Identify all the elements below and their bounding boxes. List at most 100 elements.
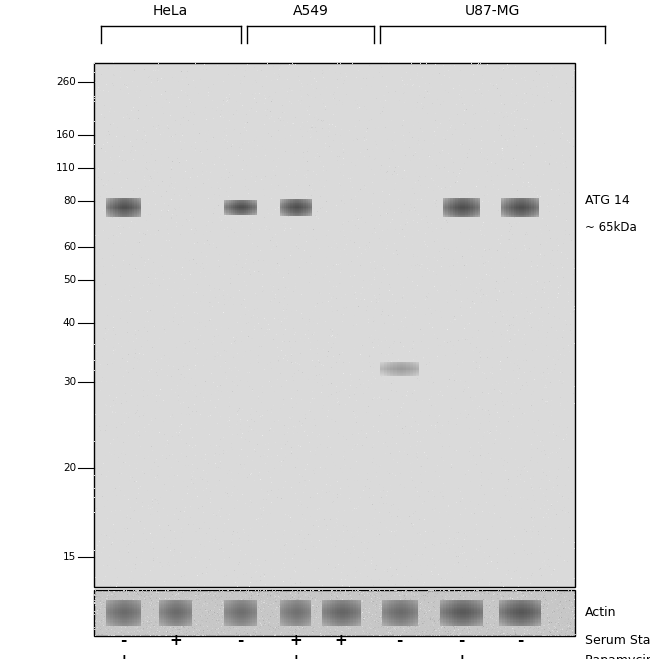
Point xyxy=(476,585,487,595)
Point xyxy=(316,182,326,192)
Point xyxy=(328,603,338,614)
Point xyxy=(93,594,103,604)
Point xyxy=(503,63,514,73)
Point xyxy=(127,558,138,568)
Point xyxy=(542,616,552,626)
Point xyxy=(337,380,347,390)
Point xyxy=(418,390,428,401)
Point xyxy=(148,176,159,186)
Point xyxy=(167,596,177,606)
Point xyxy=(361,300,372,310)
Point xyxy=(386,600,396,610)
Point xyxy=(99,124,109,134)
Point xyxy=(212,588,222,599)
Point xyxy=(359,279,370,290)
Point xyxy=(335,130,346,141)
Point xyxy=(438,592,448,603)
Point xyxy=(211,600,221,610)
Point xyxy=(541,594,551,604)
Point xyxy=(535,435,545,445)
Point xyxy=(96,192,106,202)
Point xyxy=(525,596,535,607)
Point xyxy=(322,590,332,600)
Point xyxy=(423,609,434,619)
Point xyxy=(320,385,331,395)
Point xyxy=(493,477,504,488)
Point xyxy=(566,629,577,639)
Point xyxy=(448,83,459,94)
Point xyxy=(219,126,229,136)
Point xyxy=(121,82,131,92)
Point xyxy=(289,604,299,614)
Point xyxy=(359,623,369,634)
Point xyxy=(132,81,142,92)
Point xyxy=(460,610,471,621)
Point xyxy=(541,560,551,571)
Point xyxy=(407,183,417,194)
Point xyxy=(429,623,439,634)
Point xyxy=(235,123,245,134)
Point xyxy=(483,627,493,637)
Point xyxy=(549,616,559,626)
Point xyxy=(449,311,460,322)
Point xyxy=(239,593,250,604)
Point xyxy=(270,289,281,300)
Point xyxy=(384,556,394,566)
Point xyxy=(399,165,410,176)
Point xyxy=(411,596,421,606)
Point xyxy=(453,483,463,494)
Point xyxy=(446,391,456,402)
Point xyxy=(216,623,227,634)
Point xyxy=(185,627,195,637)
Point xyxy=(134,277,144,287)
Point xyxy=(561,88,571,99)
Point xyxy=(381,596,391,607)
Point xyxy=(293,615,304,625)
Point xyxy=(375,100,385,110)
Point xyxy=(428,616,439,626)
Point xyxy=(157,192,167,202)
Point xyxy=(432,451,442,461)
Point xyxy=(432,610,443,621)
Point xyxy=(451,629,462,640)
Point xyxy=(422,263,432,273)
Point xyxy=(412,71,423,81)
Point xyxy=(181,387,192,397)
Point xyxy=(244,492,255,502)
Point xyxy=(301,590,311,600)
Point xyxy=(526,627,536,637)
Point xyxy=(226,538,237,548)
Point xyxy=(457,620,467,631)
Point xyxy=(225,412,235,422)
Point xyxy=(288,590,298,600)
Point xyxy=(350,588,360,598)
Point xyxy=(449,621,460,631)
Point xyxy=(369,596,380,607)
Point xyxy=(345,596,356,607)
Point xyxy=(296,96,306,106)
Point xyxy=(124,190,135,200)
Point xyxy=(254,72,265,83)
Point xyxy=(383,430,393,441)
Point xyxy=(352,439,363,449)
Point xyxy=(294,111,305,122)
Point xyxy=(111,590,121,600)
Point xyxy=(285,236,296,246)
Point xyxy=(344,629,354,640)
Point xyxy=(341,621,352,631)
Point xyxy=(345,623,356,634)
Point xyxy=(224,614,234,625)
Point xyxy=(259,627,269,638)
Point xyxy=(383,599,393,610)
Point xyxy=(359,601,369,612)
Point xyxy=(525,473,536,484)
Point xyxy=(502,554,513,564)
Point xyxy=(468,603,478,614)
Point xyxy=(151,629,162,640)
Point xyxy=(103,617,114,627)
Point xyxy=(125,597,136,608)
Point xyxy=(346,542,357,552)
Point xyxy=(374,605,384,616)
Point xyxy=(564,366,574,376)
Point xyxy=(297,601,307,612)
